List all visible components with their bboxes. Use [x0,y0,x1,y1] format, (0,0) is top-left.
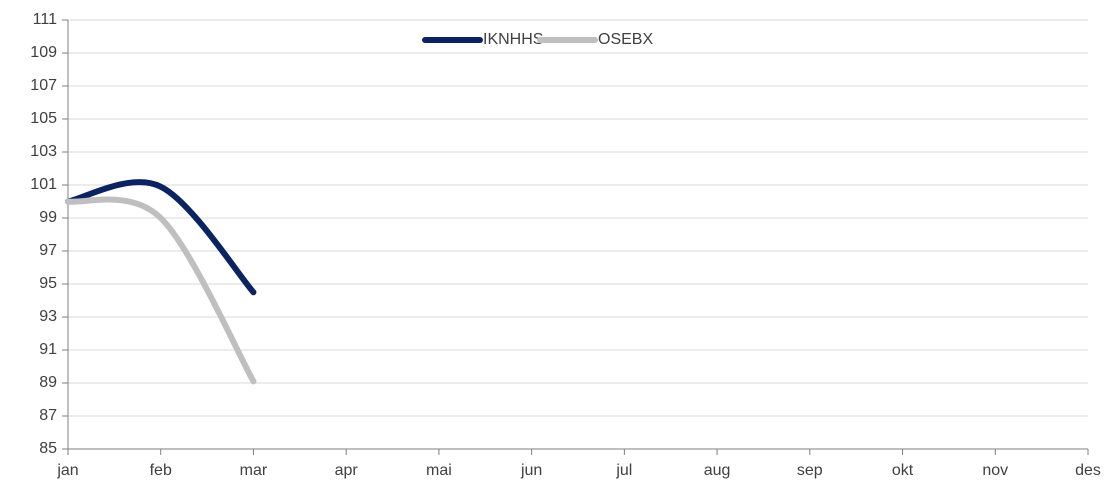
x-tick-label: jun [520,462,542,479]
series-line [65,179,257,296]
y-tick-label: 99 [39,209,57,226]
x-tick-label: jul [615,462,632,479]
y-tick-label: 97 [39,242,57,259]
y-tick-label: 85 [39,440,57,457]
legend-label: IKNHHS [483,31,543,48]
x-tick-label: mar [240,462,268,479]
y-tick-label: 109 [30,44,57,61]
x-tick-label: aug [704,462,731,479]
x-tick-label: feb [150,462,172,479]
y-tick-label: 91 [39,341,57,358]
y-tick-label: 95 [39,275,57,292]
legend-label: OSEBX [598,31,653,48]
x-tick-label: mai [426,462,452,479]
x-tick-label: nov [982,462,1008,479]
y-tick-label: 101 [30,176,57,193]
x-tick-label: sep [797,462,823,479]
y-tick-label: 111 [33,11,57,28]
x-tick-label: apr [335,462,359,479]
series-line [65,196,257,385]
x-tick-label: okt [892,462,914,479]
y-tick-label: 89 [39,374,57,391]
y-tick-label: 93 [39,308,57,325]
x-tick-label: jan [56,462,78,479]
y-tick-label: 103 [30,143,57,160]
x-tick-label: des [1075,462,1101,479]
y-tick-label: 105 [30,110,57,127]
y-tick-label: 87 [39,407,57,424]
y-tick-label: 107 [30,77,57,94]
